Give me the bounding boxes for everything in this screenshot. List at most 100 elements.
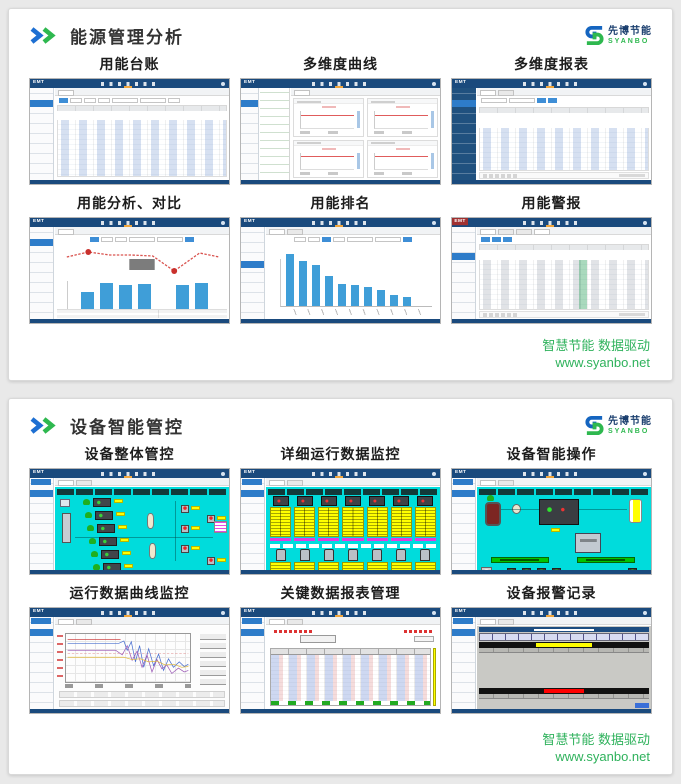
thumbnail-grid: 用能台账 EMT [9, 49, 672, 327]
pump-machine [347, 549, 358, 561]
chart-scrollbar [431, 152, 434, 169]
screenshot-report-management: EMT [240, 607, 441, 714]
mini-nav-icons [311, 220, 370, 225]
mini-user-icon [221, 81, 225, 86]
logo-sub: SYANBO [608, 427, 650, 435]
mini-sidebar [452, 617, 476, 709]
mini-tab-strip [291, 88, 440, 96]
thumbnail-caption: 用能台账 [99, 56, 160, 72]
mini-tab [287, 479, 303, 486]
scada-canvas [266, 487, 440, 574]
thumbnail-caption: 多维度曲线 [303, 56, 378, 72]
mini-sidebar-selected-item [452, 253, 475, 260]
mini-sidebar-selected-item [30, 239, 53, 246]
data-value-table [270, 507, 292, 537]
mini-app-topbar: EMT [241, 608, 440, 617]
mini-nav-active-marker [123, 225, 132, 227]
panel-footer: 智慧节能 数据驱动 www.syanbo.net [542, 732, 650, 766]
mini-tab [498, 479, 514, 486]
mini-app-topbar: EMT [452, 608, 651, 617]
mini-tab-strip [477, 227, 651, 235]
mini-blue-button [548, 98, 557, 103]
chart-legend [321, 147, 336, 150]
mini-page-info [619, 313, 645, 316]
data-value-table [342, 507, 364, 537]
alarm-canvas [477, 626, 651, 709]
mini-input [481, 98, 507, 103]
mini-content-area [55, 478, 229, 572]
mini-tab [269, 618, 285, 625]
magenta-strip [270, 538, 292, 541]
screenshot-multi-report: EMT [451, 78, 652, 185]
mini-content-area [55, 617, 229, 709]
mini-user-icon [643, 220, 647, 225]
alarm-filter-buttons [479, 633, 649, 641]
mini-app-bottombar [241, 319, 440, 323]
mini-content-area [266, 227, 440, 319]
mini-nav-icons [522, 81, 581, 86]
logo-text: 先博节能 SYANBO [608, 26, 652, 45]
logo-s-icon [585, 25, 604, 46]
mini-table-rows [57, 120, 227, 177]
mini-app-logo: EMT [244, 470, 256, 475]
scada-workstation [60, 499, 70, 507]
chart-card-header [294, 99, 363, 104]
scada-button-strip [479, 489, 649, 495]
bar-chart [67, 281, 221, 313]
bar [286, 254, 294, 306]
data-value-table [414, 507, 436, 537]
mini-sidebar-dropdown [453, 479, 473, 485]
scada-pipe-line [75, 537, 213, 538]
red-series-line [301, 114, 354, 116]
magenta-strip [414, 538, 436, 541]
chart-x-labels [300, 172, 354, 175]
device-control-panel: 设备智能管控 先博节能 SYANBO 设备整体管控 EMT [8, 398, 673, 775]
line-chart [59, 244, 225, 278]
mini-table-header [479, 107, 649, 113]
mini-app-logo: EMT [452, 218, 469, 226]
thumbnail-alarm-records: 设备报警记录 EMT [451, 578, 652, 714]
mini-sidebar [241, 227, 265, 319]
mini-user-icon [432, 220, 436, 225]
mini-app-topbar: EMT [241, 469, 440, 478]
thumbnail-caption: 设备整体管控 [84, 446, 175, 462]
chart-card-header [368, 140, 437, 146]
data-value-table [366, 507, 388, 537]
thumbnail-energy-ranking: 用能排名 EMT [240, 188, 441, 324]
mini-sidebar-dropdown [242, 618, 262, 624]
mini-tab-strip [266, 478, 440, 486]
mini-tab [294, 89, 310, 96]
mini-input [112, 98, 138, 103]
chart-plot [300, 152, 354, 170]
mini-content-area [477, 227, 651, 319]
magenta-strip [342, 538, 364, 541]
status-label-bar [491, 557, 549, 563]
mini-nav-icons [100, 471, 159, 476]
mini-tab-strip [477, 617, 651, 625]
mini-sidebar-dropdown [453, 618, 473, 624]
storage-tank [485, 502, 501, 526]
mini-sidebar-selected-item [241, 261, 264, 268]
plant-icon [93, 564, 100, 570]
mini-app-bottombar [241, 570, 440, 574]
mini-sidebar [30, 617, 54, 709]
bottom-toolbar-row [59, 691, 225, 698]
compressor-column [294, 496, 316, 541]
value-tag [124, 564, 133, 568]
tank [149, 543, 156, 559]
value-tag [551, 528, 560, 532]
mini-app-bottombar [452, 319, 651, 323]
mini-blue-button [185, 237, 194, 242]
chart-scrollbar [357, 152, 360, 169]
screenshot-energy-analysis: EMT [29, 217, 230, 324]
alarm-table-header [479, 648, 649, 653]
bar [390, 295, 398, 306]
chiller-machine [95, 511, 113, 520]
pump-machine [396, 549, 407, 561]
mini-tab-strip [477, 88, 651, 96]
compressor-machine [369, 496, 386, 506]
thumbnail-caption: 用能警报 [521, 195, 582, 211]
mini-content-area [477, 88, 651, 180]
ranking-x-labels [286, 309, 432, 315]
magenta-strip [294, 538, 316, 541]
